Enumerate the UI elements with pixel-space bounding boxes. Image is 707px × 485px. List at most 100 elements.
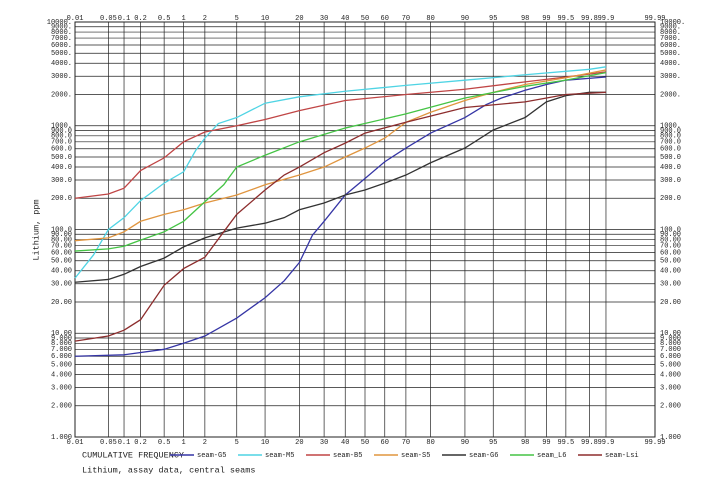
- y-tick-label-right: 2000.: [660, 91, 681, 99]
- y-tick-label: 6000.: [51, 42, 72, 50]
- y-tick-label: 300.0: [51, 177, 72, 185]
- y-tick-label: 200.0: [51, 195, 72, 203]
- y-tick-label: 8.000: [51, 340, 72, 348]
- legend-label: seam-G6: [469, 452, 498, 460]
- series-line: [74, 69, 607, 242]
- y-tick-label: 9.000: [51, 335, 72, 343]
- x-tick-label: 70: [402, 439, 410, 447]
- y-tick-label-right: 5000.: [660, 50, 681, 58]
- y-tick-label-right: 4000.: [660, 60, 681, 68]
- x-tick-label: 50: [361, 439, 369, 447]
- y-tick-label-right: 800.0: [660, 133, 681, 141]
- y-tick-label: 600.0: [51, 146, 72, 154]
- legend-label: seam-M5: [265, 452, 294, 460]
- y-tick-label-right: 200.0: [660, 195, 681, 203]
- y-tick-label-right: 9000.: [660, 24, 681, 32]
- y-tick-label: 400.0: [51, 164, 72, 172]
- series-line: [74, 91, 607, 342]
- x-tick-label-top: 99: [542, 15, 550, 23]
- x-tick-label-top: 0.01: [67, 15, 84, 23]
- legend-label: seam-B5: [333, 452, 362, 460]
- y-tick-label: 6.000: [51, 353, 72, 361]
- x-tick-label-top: 30: [320, 15, 328, 23]
- x-tick-label-top: 60: [381, 15, 389, 23]
- y-tick-label-right: 600.0: [660, 146, 681, 154]
- x-tick-label: 0.2: [134, 439, 147, 447]
- x-tick-label-top: 1: [181, 15, 185, 23]
- y-tick-label-right: 900.0: [660, 127, 681, 135]
- caption: Lithium, assay data, central seams: [82, 465, 255, 475]
- y-tick-label: 90.00: [51, 231, 72, 239]
- series-line: [74, 91, 606, 283]
- x-tick-label: 99.5: [557, 439, 574, 447]
- x-tick-label: 10: [261, 439, 269, 447]
- x-tick-label: 99.9: [598, 439, 615, 447]
- y-tick-label-right: 30.00: [660, 281, 681, 289]
- y-tick-label-right: 50.00: [660, 258, 681, 266]
- y-tick-label: 20.00: [51, 299, 72, 307]
- y-tick-label: 60.00: [51, 249, 72, 257]
- x-tick-label: 99.8: [581, 439, 598, 447]
- x-tick-label-top: 70: [402, 15, 410, 23]
- x-tick-label: 0.05: [100, 439, 117, 447]
- x-tick-label: 99.99: [644, 439, 665, 447]
- x-tick-label-top: 20: [295, 15, 303, 23]
- y-tick-label-right: 1.000: [660, 434, 681, 442]
- y-tick-label-right: 10.00: [660, 330, 681, 338]
- x-tick-label: 99: [542, 439, 550, 447]
- y-tick-label: 100.0: [51, 226, 72, 234]
- y-tick-label: 2000.: [51, 91, 72, 99]
- x-tick-label-top: 90: [461, 15, 469, 23]
- y-tick-label: 7000.: [51, 35, 72, 43]
- y-tick-label: 5.000: [51, 361, 72, 369]
- legend-label: seam_L6: [537, 452, 566, 460]
- y-tick-label-right: 80.00: [660, 236, 681, 244]
- y-axis-label: Lithium, ppm: [31, 199, 41, 260]
- x-tick-label-top: 40: [341, 15, 349, 23]
- y-tick-label-right: 400.0: [660, 164, 681, 172]
- x-tick-label: 98: [521, 439, 529, 447]
- x-tick-label: 90: [461, 439, 469, 447]
- x-tick-label-top: 0.5: [158, 15, 171, 23]
- y-tick-label: 3000.: [51, 73, 72, 81]
- x-tick-label-top: 99.5: [557, 15, 574, 23]
- x-tick-label: 1: [181, 439, 185, 447]
- x-tick-label: 40: [341, 439, 349, 447]
- y-tick-label-right: 9.000: [660, 335, 681, 343]
- x-tick-label: 80: [426, 439, 434, 447]
- y-tick-label: 4000.: [51, 60, 72, 68]
- y-tick-label-right: 3000.: [660, 73, 681, 81]
- x-tick-label: 30: [320, 439, 328, 447]
- y-tick-label: 800.0: [51, 133, 72, 141]
- y-tick-label: 500.0: [51, 154, 72, 162]
- y-tick-label: 70.00: [51, 242, 72, 250]
- y-tick-label: 2.000: [51, 403, 72, 411]
- series-line: [74, 66, 607, 279]
- y-tick-label: 1.000: [51, 434, 72, 442]
- y-tick-label: 3.000: [51, 384, 72, 392]
- y-tick-label: 1000.: [51, 123, 72, 131]
- x-tick-label: 0.5: [158, 439, 171, 447]
- y-tick-label: 7.000: [51, 346, 72, 354]
- y-tick-label-right: 100.0: [660, 226, 681, 234]
- y-tick-label-right: 6.000: [660, 353, 681, 361]
- x-axis-label: CUMULATIVE FREQUENCY: [82, 450, 184, 460]
- y-tick-label-right: 3.000: [660, 384, 681, 392]
- x-tick-label: 20: [295, 439, 303, 447]
- x-tick-label-top: 5: [235, 15, 239, 23]
- x-tick-label-top: 80: [426, 15, 434, 23]
- x-tick-label-top: 98: [521, 15, 529, 23]
- x-tick-label-top: 10: [261, 15, 269, 23]
- y-tick-label: 40.00: [51, 268, 72, 276]
- x-tick-label-top: 2: [203, 15, 207, 23]
- x-tick-label: 5: [235, 439, 239, 447]
- y-tick-label-right: 7000.: [660, 35, 681, 43]
- x-tick-label: 95: [489, 439, 497, 447]
- y-tick-label: 900.0: [51, 127, 72, 135]
- x-tick-label: 60: [381, 439, 389, 447]
- x-tick-label-top: 0.05: [100, 15, 117, 23]
- x-tick-label: 0.1: [118, 439, 131, 447]
- y-tick-label: 4.000: [51, 371, 72, 379]
- x-tick-label: 0.01: [67, 439, 84, 447]
